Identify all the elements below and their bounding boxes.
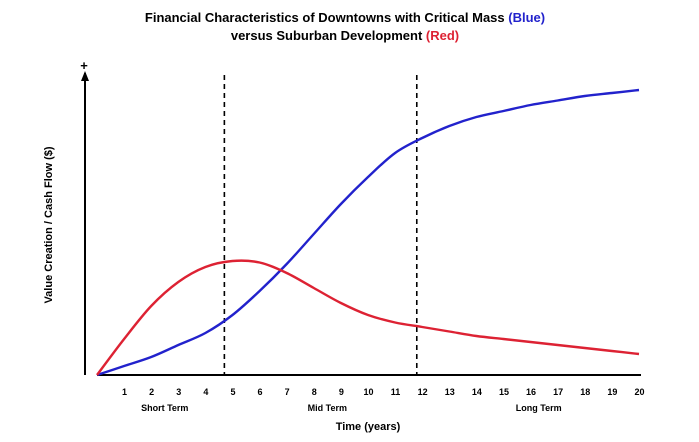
y-axis-plus-marker: + [80, 58, 88, 73]
red-suburban-curve [96, 259, 640, 376]
x-tick-label-15: 15 [499, 387, 509, 397]
y-axis-arrowhead [81, 71, 89, 81]
title-line2-text: versus Suburban Development [231, 28, 423, 43]
x-tick-label-13: 13 [445, 387, 455, 397]
x-tick-label-19: 19 [607, 387, 617, 397]
x-tick-label-3: 3 [176, 387, 181, 397]
x-tick-label-12: 12 [418, 387, 428, 397]
x-tick-label-20: 20 [634, 387, 644, 397]
chart-title-line1: Financial Characteristics of Downtowns w… [145, 10, 545, 25]
x-tick-label-5: 5 [230, 387, 235, 397]
x-tick-label-18: 18 [580, 387, 590, 397]
x-tick-label-1: 1 [122, 387, 127, 397]
phase-label-short-term: Short Term [141, 403, 188, 413]
x-tick-label-14: 14 [472, 387, 482, 397]
x-axis-label: Time (years) [336, 421, 401, 433]
title-red-tag: (Red) [426, 28, 459, 43]
phase-label-long-term: Long Term [516, 403, 562, 413]
phase-label-mid-term: Mid Term [308, 403, 347, 413]
chart-title-line2: versus Suburban Development (Red) [231, 28, 459, 43]
x-tick-label-9: 9 [339, 387, 344, 397]
x-tick-label-6: 6 [258, 387, 263, 397]
x-tick-label-7: 7 [285, 387, 290, 397]
x-tick-label-16: 16 [526, 387, 536, 397]
y-axis-label: Value Creation / Cash Flow ($) [43, 146, 55, 303]
x-tick-label-8: 8 [312, 387, 317, 397]
title-line1-text: Financial Characteristics of Downtowns w… [145, 10, 505, 25]
x-tick-label-10: 10 [363, 387, 373, 397]
blue-downtown-curve [96, 88, 640, 377]
x-tick-label-11: 11 [391, 387, 401, 397]
x-tick-label-4: 4 [203, 387, 208, 397]
title-blue-tag: (Blue) [508, 10, 545, 25]
x-tick-label-17: 17 [553, 387, 563, 397]
x-tick-label-2: 2 [149, 387, 154, 397]
